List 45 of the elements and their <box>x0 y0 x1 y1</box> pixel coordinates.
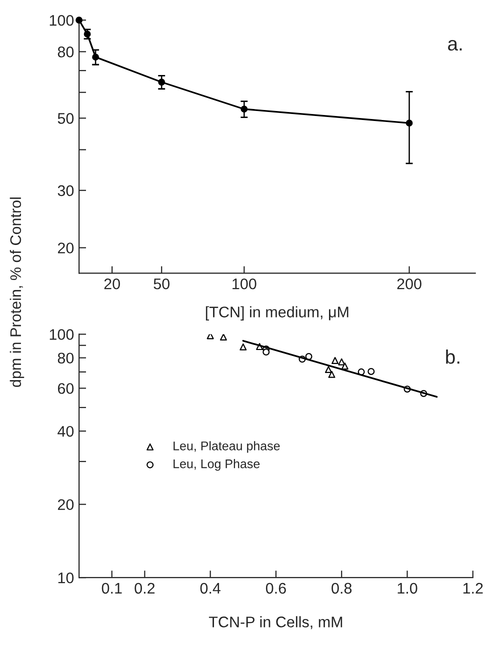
x-tick-label: 1.2 <box>463 582 483 594</box>
point <box>341 362 348 370</box>
point <box>262 348 270 356</box>
x-tick-label: 20 <box>104 278 120 290</box>
point <box>368 368 375 375</box>
point <box>76 16 83 24</box>
legend-label: Leu, Log Phase <box>174 459 260 471</box>
x-tick-label: 0.1 <box>102 582 122 594</box>
point <box>324 366 332 374</box>
y-tick-label: 30 <box>58 185 74 196</box>
point <box>332 356 339 364</box>
point <box>406 120 413 127</box>
point <box>84 30 91 38</box>
x-tick-label: 100 <box>232 278 256 290</box>
x-tick-label: 0.2 <box>134 582 155 594</box>
y-tick-label: 80 <box>58 352 74 364</box>
y-tick-label: 20 <box>58 242 74 254</box>
point <box>240 106 248 113</box>
y-tick-label: 20 <box>58 499 74 510</box>
x-tick-label: 1.0 <box>398 582 418 594</box>
point <box>240 343 247 350</box>
point <box>206 334 214 340</box>
y-tick-label: 60 <box>58 383 74 394</box>
y-tick-label: 10 <box>58 572 74 584</box>
point <box>158 78 166 86</box>
x-tick-label: 200 <box>397 278 422 290</box>
point <box>338 358 346 366</box>
annotation: a. <box>448 40 462 51</box>
x-tick-label: 0.8 <box>332 582 352 594</box>
y-tick-label: 40 <box>58 426 74 437</box>
x-tick-label: 50 <box>154 278 170 290</box>
annotation: b. <box>446 350 460 364</box>
y-tick-label: 100 <box>50 329 74 340</box>
y-axis-title: dpm in Protein, % of Control <box>10 198 24 387</box>
y-tick-label: 80 <box>58 46 74 58</box>
point <box>92 54 100 61</box>
y-tick-label: 50 <box>58 113 74 124</box>
x-tick-label: 0.4 <box>200 582 220 594</box>
legend-label: Leu, Plateau phase <box>174 441 280 453</box>
x-axis-title: [TCN] in medium, μM <box>206 306 348 320</box>
x-axis-title: TCN-P in Cells, mM <box>208 616 342 630</box>
y-tick-label: 100 <box>50 14 74 26</box>
x-tick-label: 0.6 <box>266 582 286 594</box>
point <box>328 370 336 378</box>
point <box>220 334 227 341</box>
